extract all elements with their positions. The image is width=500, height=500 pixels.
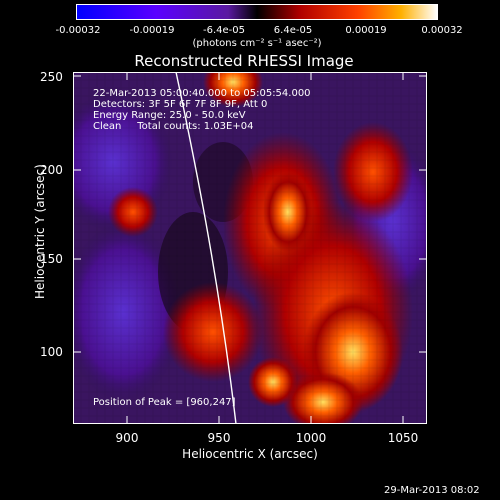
colorbar (76, 4, 438, 20)
x-tick: 1050 (387, 431, 419, 445)
colorbar-tick: -0.00032 (55, 25, 101, 36)
y-axis-label: Heliocentric Y (arcsec) (33, 164, 47, 299)
observation-info: 22-Mar-2013 05:00:40.000 to 05:05:54.000… (93, 88, 311, 132)
colorbar-tick: 0.00019 (345, 25, 387, 36)
colorbar-tick: 0.00032 (421, 25, 463, 36)
info-clean: Clean Total counts: 1.03E+04 (93, 121, 254, 132)
peak-position: Position of Peak = [960,247] (93, 397, 236, 408)
image-title: Reconstructed RHESSI Image (134, 52, 354, 70)
rhessi-image-plot (53, 57, 443, 432)
y-tick: 200 (40, 163, 63, 177)
render-timestamp: 29-Mar-2013 08:02 (384, 485, 480, 496)
y-tick: 150 (40, 252, 63, 266)
info-detectors: Detectors: 3F 5F 6F 7F 8F 9F, Att 0 (93, 99, 268, 110)
x-tick: 950 (207, 431, 231, 445)
x-tick: 900 (115, 431, 139, 445)
x-tick: 1000 (295, 431, 327, 445)
info-energy: Energy Range: 25.0 - 50.0 keV (93, 110, 246, 121)
colorbar-tick: -6.4e-05 (203, 25, 245, 36)
y-tick: 100 (40, 345, 63, 359)
solar-limb-line (175, 71, 237, 425)
y-tick: 250 (40, 70, 63, 84)
x-axis-label: Heliocentric X (arcsec) (182, 447, 318, 461)
colorbar-units: (photons cm⁻² s⁻¹ asec⁻²) (192, 38, 322, 49)
colorbar-tick: 6.4e-05 (273, 25, 313, 36)
info-time: 22-Mar-2013 05:00:40.000 to 05:05:54.000 (93, 88, 311, 99)
colorbar-tick: -0.00019 (129, 25, 175, 36)
